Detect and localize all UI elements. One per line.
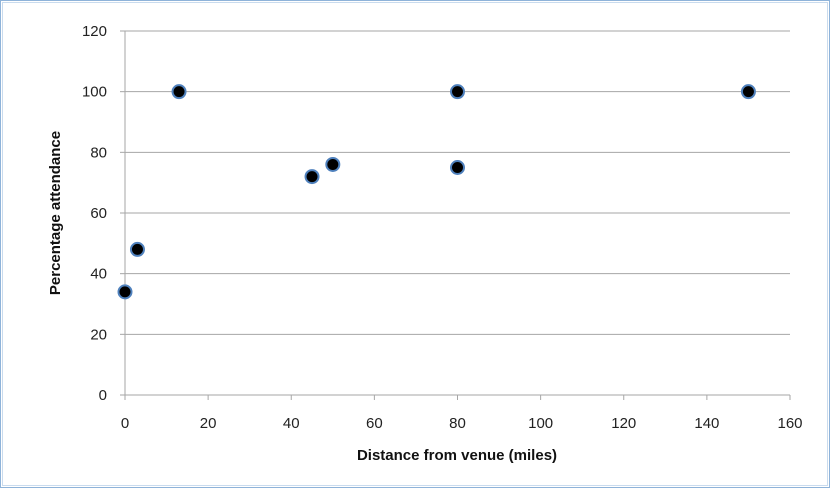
x-tick-label-160: 160 — [777, 415, 802, 432]
x-tick-label-40: 40 — [283, 415, 300, 432]
x-axis-title: Distance from venue (miles) — [357, 447, 557, 464]
data-point-3 — [304, 169, 320, 185]
x-tick-label-0: 0 — [121, 415, 129, 432]
y-tick-label-100: 100 — [82, 84, 107, 101]
x-tick-label-20: 20 — [200, 415, 217, 432]
x-tick-labels: 0 20 40 60 80 100 120 140 160 — [121, 415, 803, 432]
y-tick-label-80: 80 — [90, 144, 107, 161]
y-tick-label-20: 20 — [90, 326, 107, 343]
y-tick-label-0: 0 — [99, 387, 107, 404]
data-point-1 — [129, 241, 145, 257]
y-tick-label-120: 120 — [82, 23, 107, 40]
y-axis-title: Percentage attendance — [47, 131, 64, 295]
data-point-0 — [117, 284, 133, 300]
x-tick-label-80: 80 — [449, 415, 466, 432]
x-tick-label-120: 120 — [611, 415, 636, 432]
axes — [120, 30, 791, 400]
y-tick-labels: 0 20 40 60 80 100 120 — [82, 23, 107, 404]
x-tick-label-100: 100 — [528, 415, 553, 432]
y-tick-label-40: 40 — [90, 266, 107, 283]
data-point-4 — [325, 156, 341, 172]
data-point-2 — [171, 84, 187, 100]
data-point-5 — [450, 84, 465, 100]
x-tick-label-60: 60 — [366, 415, 383, 432]
data-point-7 — [740, 84, 756, 100]
gridlines — [125, 30, 790, 335]
x-tick-label-140: 140 — [694, 415, 719, 432]
data-point-6 — [450, 160, 465, 175]
y-tick-label-60: 60 — [90, 205, 107, 222]
data-points — [117, 84, 756, 300]
